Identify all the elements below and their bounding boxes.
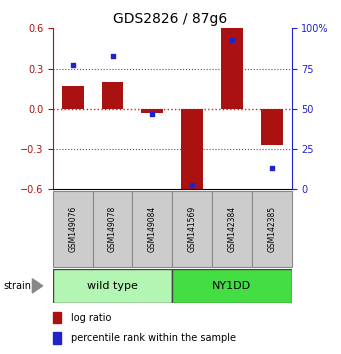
Bar (53, 269, 172, 303)
Text: NY1DD: NY1DD (212, 281, 251, 291)
Point (110, 53, 115, 58)
Point (229, 37, 235, 42)
Bar (53, 312, 61, 324)
Text: GSM142385: GSM142385 (267, 206, 276, 252)
Text: percentile rank within the sample: percentile rank within the sample (71, 333, 236, 343)
Bar (181, 109, 203, 192)
Bar (212, 191, 252, 267)
Bar (93, 191, 132, 267)
Point (70, 63, 75, 68)
Text: GDS2826 / 87g6: GDS2826 / 87g6 (113, 12, 228, 27)
Text: wild type: wild type (87, 281, 138, 291)
Polygon shape (32, 279, 43, 293)
Bar (172, 191, 212, 267)
Text: log ratio: log ratio (71, 313, 112, 323)
Text: GSM149084: GSM149084 (148, 206, 157, 252)
Bar (142, 109, 163, 113)
Bar (62, 86, 84, 109)
Bar (102, 82, 123, 109)
Bar (172, 269, 292, 303)
Text: GSM149076: GSM149076 (68, 206, 77, 252)
Bar (252, 191, 292, 267)
Bar (221, 28, 243, 109)
Point (189, 182, 195, 187)
Text: strain: strain (3, 281, 31, 291)
Bar (53, 332, 61, 344)
Bar (132, 191, 172, 267)
Text: GSM149078: GSM149078 (108, 206, 117, 252)
Text: GSM142384: GSM142384 (227, 206, 236, 252)
Point (269, 166, 275, 171)
Bar (261, 109, 283, 145)
Point (150, 111, 155, 116)
Bar (53, 191, 93, 267)
Text: GSM141569: GSM141569 (188, 206, 197, 252)
